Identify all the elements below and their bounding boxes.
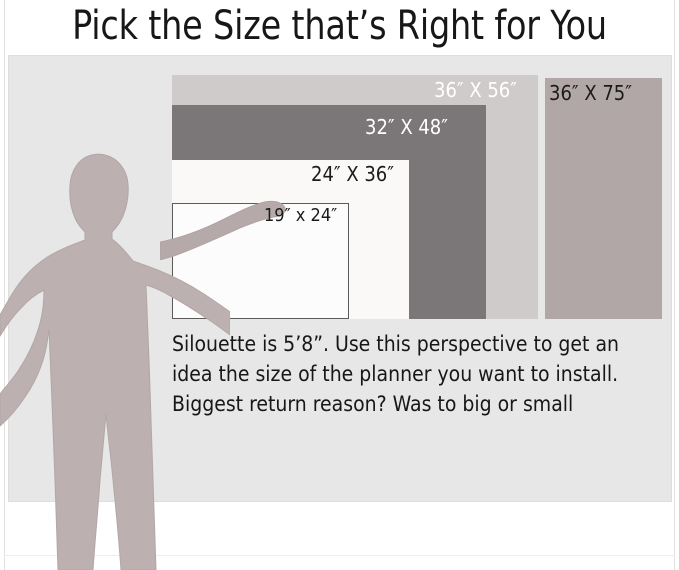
frame-border-left bbox=[4, 0, 5, 570]
frame-border-bottom bbox=[4, 555, 675, 556]
size-label-19x24: 19″ x 24″ bbox=[264, 205, 338, 226]
page-title: Pick the Size that’s Right for You bbox=[72, 3, 607, 49]
caption-line-3: Biggest return reason? Was to big or sma… bbox=[172, 392, 574, 416]
caption-line-2: idea the size of the planner you want to… bbox=[172, 362, 619, 386]
caption-line-1: Silouette is 5’8”. Use this perspective … bbox=[172, 332, 620, 356]
size-label-36x56: 36″ X 56″ bbox=[434, 78, 517, 102]
caption-block: Silouette is 5’8”. Use this perspective … bbox=[172, 329, 662, 419]
size-box-36x75[interactable] bbox=[545, 78, 662, 319]
size-label-32x48: 32″ X 48″ bbox=[365, 115, 448, 139]
size-label-36x75: 36″ X 75″ bbox=[549, 81, 632, 105]
pointing-hand-icon bbox=[160, 200, 286, 260]
frame-border-right bbox=[674, 0, 675, 570]
size-label-24x36: 24″ X 36″ bbox=[311, 162, 394, 186]
